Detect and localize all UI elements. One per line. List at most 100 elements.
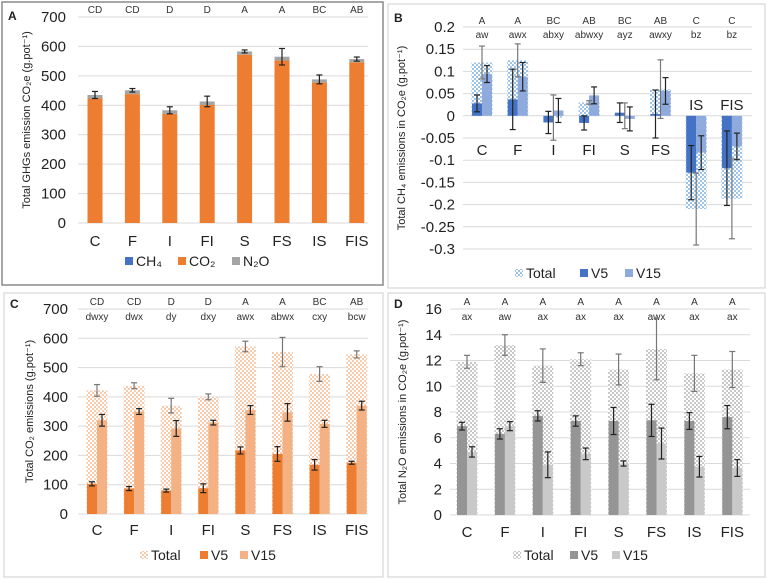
y-tick-label: 300 [41, 127, 66, 144]
significance-letter: A [577, 297, 584, 308]
bar-v5 [570, 421, 581, 515]
legend-swatch [240, 551, 248, 559]
significance-letter: AB [350, 5, 364, 16]
significance-letter: D [205, 297, 212, 308]
significance-letter: D [166, 5, 173, 16]
y-tick-label: 400 [43, 389, 68, 406]
y-tick-label: 300 [43, 418, 68, 435]
bar-v5 [646, 420, 657, 515]
x-category-label: FS [647, 524, 666, 541]
x-category-label: F [513, 142, 522, 159]
bar-v5 [124, 488, 135, 514]
bar-v15 [504, 426, 515, 515]
bar-v15 [696, 115, 707, 153]
x-category-label: I [551, 142, 555, 159]
bar-v5 [494, 433, 505, 515]
bar-v15 [171, 428, 182, 514]
y-tick-label: 600 [41, 38, 66, 55]
bar-v5 [346, 462, 357, 514]
legend-swatch [625, 269, 633, 277]
y-tick-label: 500 [41, 68, 66, 85]
legend-swatch [612, 551, 620, 559]
x-category-label: FI [574, 524, 587, 541]
legend-label: Total [524, 547, 554, 563]
y-tick-label: 0 [58, 215, 66, 232]
x-category-label: FIS [720, 97, 743, 114]
y-axis-label: Total CH₄ emissions in CO₂e (g.pot⁻¹) [396, 46, 408, 231]
bar-co2 [162, 113, 178, 223]
panel-frame [387, 292, 766, 578]
x-category-label: FI [202, 522, 215, 539]
significance-letter: aw [499, 312, 513, 323]
y-tick-label: 2 [434, 481, 442, 498]
bar-v5 [87, 483, 97, 514]
bar-v5 [532, 415, 543, 515]
y-tick-label: -0.3 [429, 241, 455, 258]
panel-label: B [394, 11, 403, 25]
legend-swatch [140, 551, 148, 559]
legend-swatch [232, 257, 240, 265]
significance-letter: AB [582, 16, 596, 27]
significance-letter: BC [546, 16, 560, 27]
bar-v15 [656, 443, 667, 515]
bar-v5 [686, 115, 697, 173]
y-tick-label: 200 [41, 156, 66, 173]
legend-swatch [580, 269, 588, 277]
significance-letter: dwxy [86, 312, 109, 323]
significance-letter: A [615, 297, 622, 308]
significance-letter: A [464, 297, 471, 308]
significance-letter: ax [727, 312, 738, 323]
x-category-label: C [462, 524, 473, 541]
significance-letter: A [479, 16, 486, 27]
significance-letter: A [279, 5, 286, 16]
bar-v5 [684, 421, 695, 515]
panel-label: D [394, 297, 403, 311]
significance-letter: A [242, 297, 249, 308]
y-tick-label: 8 [434, 404, 442, 421]
significance-letter: AB [350, 297, 364, 308]
bar-v15 [580, 453, 591, 515]
significance-letter: AB [654, 16, 668, 27]
significance-letter: dwx [125, 312, 143, 323]
legend-swatch [178, 257, 186, 265]
bar-co2 [274, 60, 290, 223]
bar-v15 [542, 464, 553, 515]
bar-co2 [311, 82, 327, 223]
panel-frame [1, 1, 384, 286]
legend-label: V5 [591, 265, 608, 281]
legend-label: V5 [581, 547, 598, 563]
x-category-label: IS [687, 524, 701, 541]
x-category-label: FI [201, 233, 214, 250]
bar-v15 [356, 405, 367, 514]
y-axis-label: Total GHGs emission CO₂e (g.pot⁻¹) [21, 31, 33, 209]
legend-label: V15 [623, 547, 648, 563]
y-tick-label: 0 [434, 507, 442, 524]
significance-letter: A [539, 297, 546, 308]
significance-letter: abwxy [575, 30, 603, 41]
y-tick-label: 100 [41, 186, 66, 203]
legend-swatch [125, 257, 133, 265]
legend-swatch [513, 551, 521, 559]
significance-letter: BC [618, 16, 632, 27]
significance-letter: awxy [649, 30, 672, 41]
bar-co2 [237, 54, 253, 223]
bar-v15 [732, 468, 743, 515]
significance-letter: abxy [543, 30, 564, 41]
legend-label: Total [151, 547, 181, 563]
x-category-label: I [168, 233, 172, 250]
panel-a: A 0 100 200 300 400 500 600 700 Total GHGs emissi… [1, 1, 384, 286]
x-category-label: FIS [721, 524, 744, 541]
y-tick-label: -0.15 [421, 174, 455, 191]
significance-letter: ax [613, 312, 624, 323]
x-category-label: IS [312, 233, 326, 250]
x-category-label: IS [313, 522, 327, 539]
significance-letter: BC [312, 5, 326, 16]
bar-v15 [245, 410, 256, 514]
legend-swatch [570, 551, 578, 559]
significance-letter: C [728, 16, 735, 27]
panel-frame [3, 292, 384, 578]
significance-letter: bcw [348, 312, 367, 323]
bar-v15 [589, 95, 600, 116]
bar-co2 [124, 94, 140, 223]
